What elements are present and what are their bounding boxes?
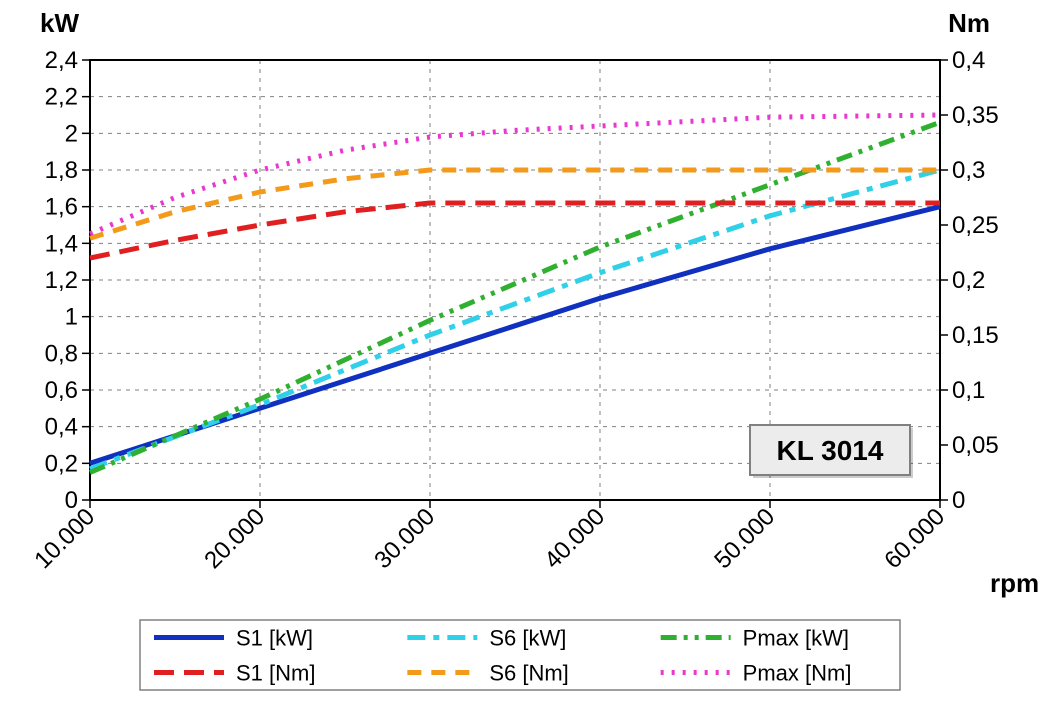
y-right-tick-label: 0,1 (952, 377, 985, 404)
y-left-tick-label: 2,4 (45, 47, 78, 74)
y-left-tick-label: 2 (65, 120, 78, 147)
y-left-tick-label: 1 (65, 304, 78, 331)
y-right-tick-label: 0,25 (952, 212, 999, 239)
y-left-tick-label: 0,2 (45, 450, 78, 477)
y-right-tick-label: 0,2 (952, 267, 985, 294)
legend-label-pmax_kw: Pmax [kW] (743, 626, 849, 651)
y-left-tick-label: 2,2 (45, 84, 78, 111)
y-left-tick-label: 0,8 (45, 340, 78, 367)
y-right-axis-title: Nm (948, 8, 990, 38)
y-left-tick-label: 1,2 (45, 267, 78, 294)
y-right-tick-label: 0,15 (952, 322, 999, 349)
chart-svg: 10.00020.00030.00040.00050.00060.00000,2… (0, 0, 1039, 708)
legend-label-s1_kw: S1 [kW] (236, 626, 313, 651)
legend-label-s6_kw: S6 [kW] (489, 626, 566, 651)
x-axis-title: rpm (990, 568, 1039, 598)
y-left-tick-label: 0,6 (45, 377, 78, 404)
x-tick-label: 60.000 (879, 503, 950, 574)
y-right-tick-label: 0,05 (952, 432, 999, 459)
chart-label-text: KL 3014 (777, 435, 884, 466)
y-left-tick-label: 0 (65, 487, 78, 514)
y-left-axis-title: kW (40, 8, 79, 38)
x-tick-label: 40.000 (539, 503, 610, 574)
legend-label-s6_nm: S6 [Nm] (489, 661, 568, 686)
x-tick-label: 30.000 (369, 503, 440, 574)
x-tick-label: 50.000 (709, 503, 780, 574)
chart-wrapper: 10.00020.00030.00040.00050.00060.00000,2… (0, 0, 1039, 708)
legend-label-s1_nm: S1 [Nm] (236, 661, 315, 686)
y-right-tick-label: 0 (952, 487, 965, 514)
y-right-tick-label: 0,3 (952, 157, 985, 184)
y-right-tick-label: 0,35 (952, 102, 999, 129)
y-left-tick-label: 1,6 (45, 194, 78, 221)
legend-label-pmax_nm: Pmax [Nm] (743, 661, 852, 686)
x-tick-label: 20.000 (199, 503, 270, 574)
y-left-tick-label: 0,4 (45, 414, 78, 441)
y-left-tick-label: 1,4 (45, 230, 78, 257)
y-left-tick-label: 1,8 (45, 157, 78, 184)
y-right-tick-label: 0,4 (952, 47, 985, 74)
